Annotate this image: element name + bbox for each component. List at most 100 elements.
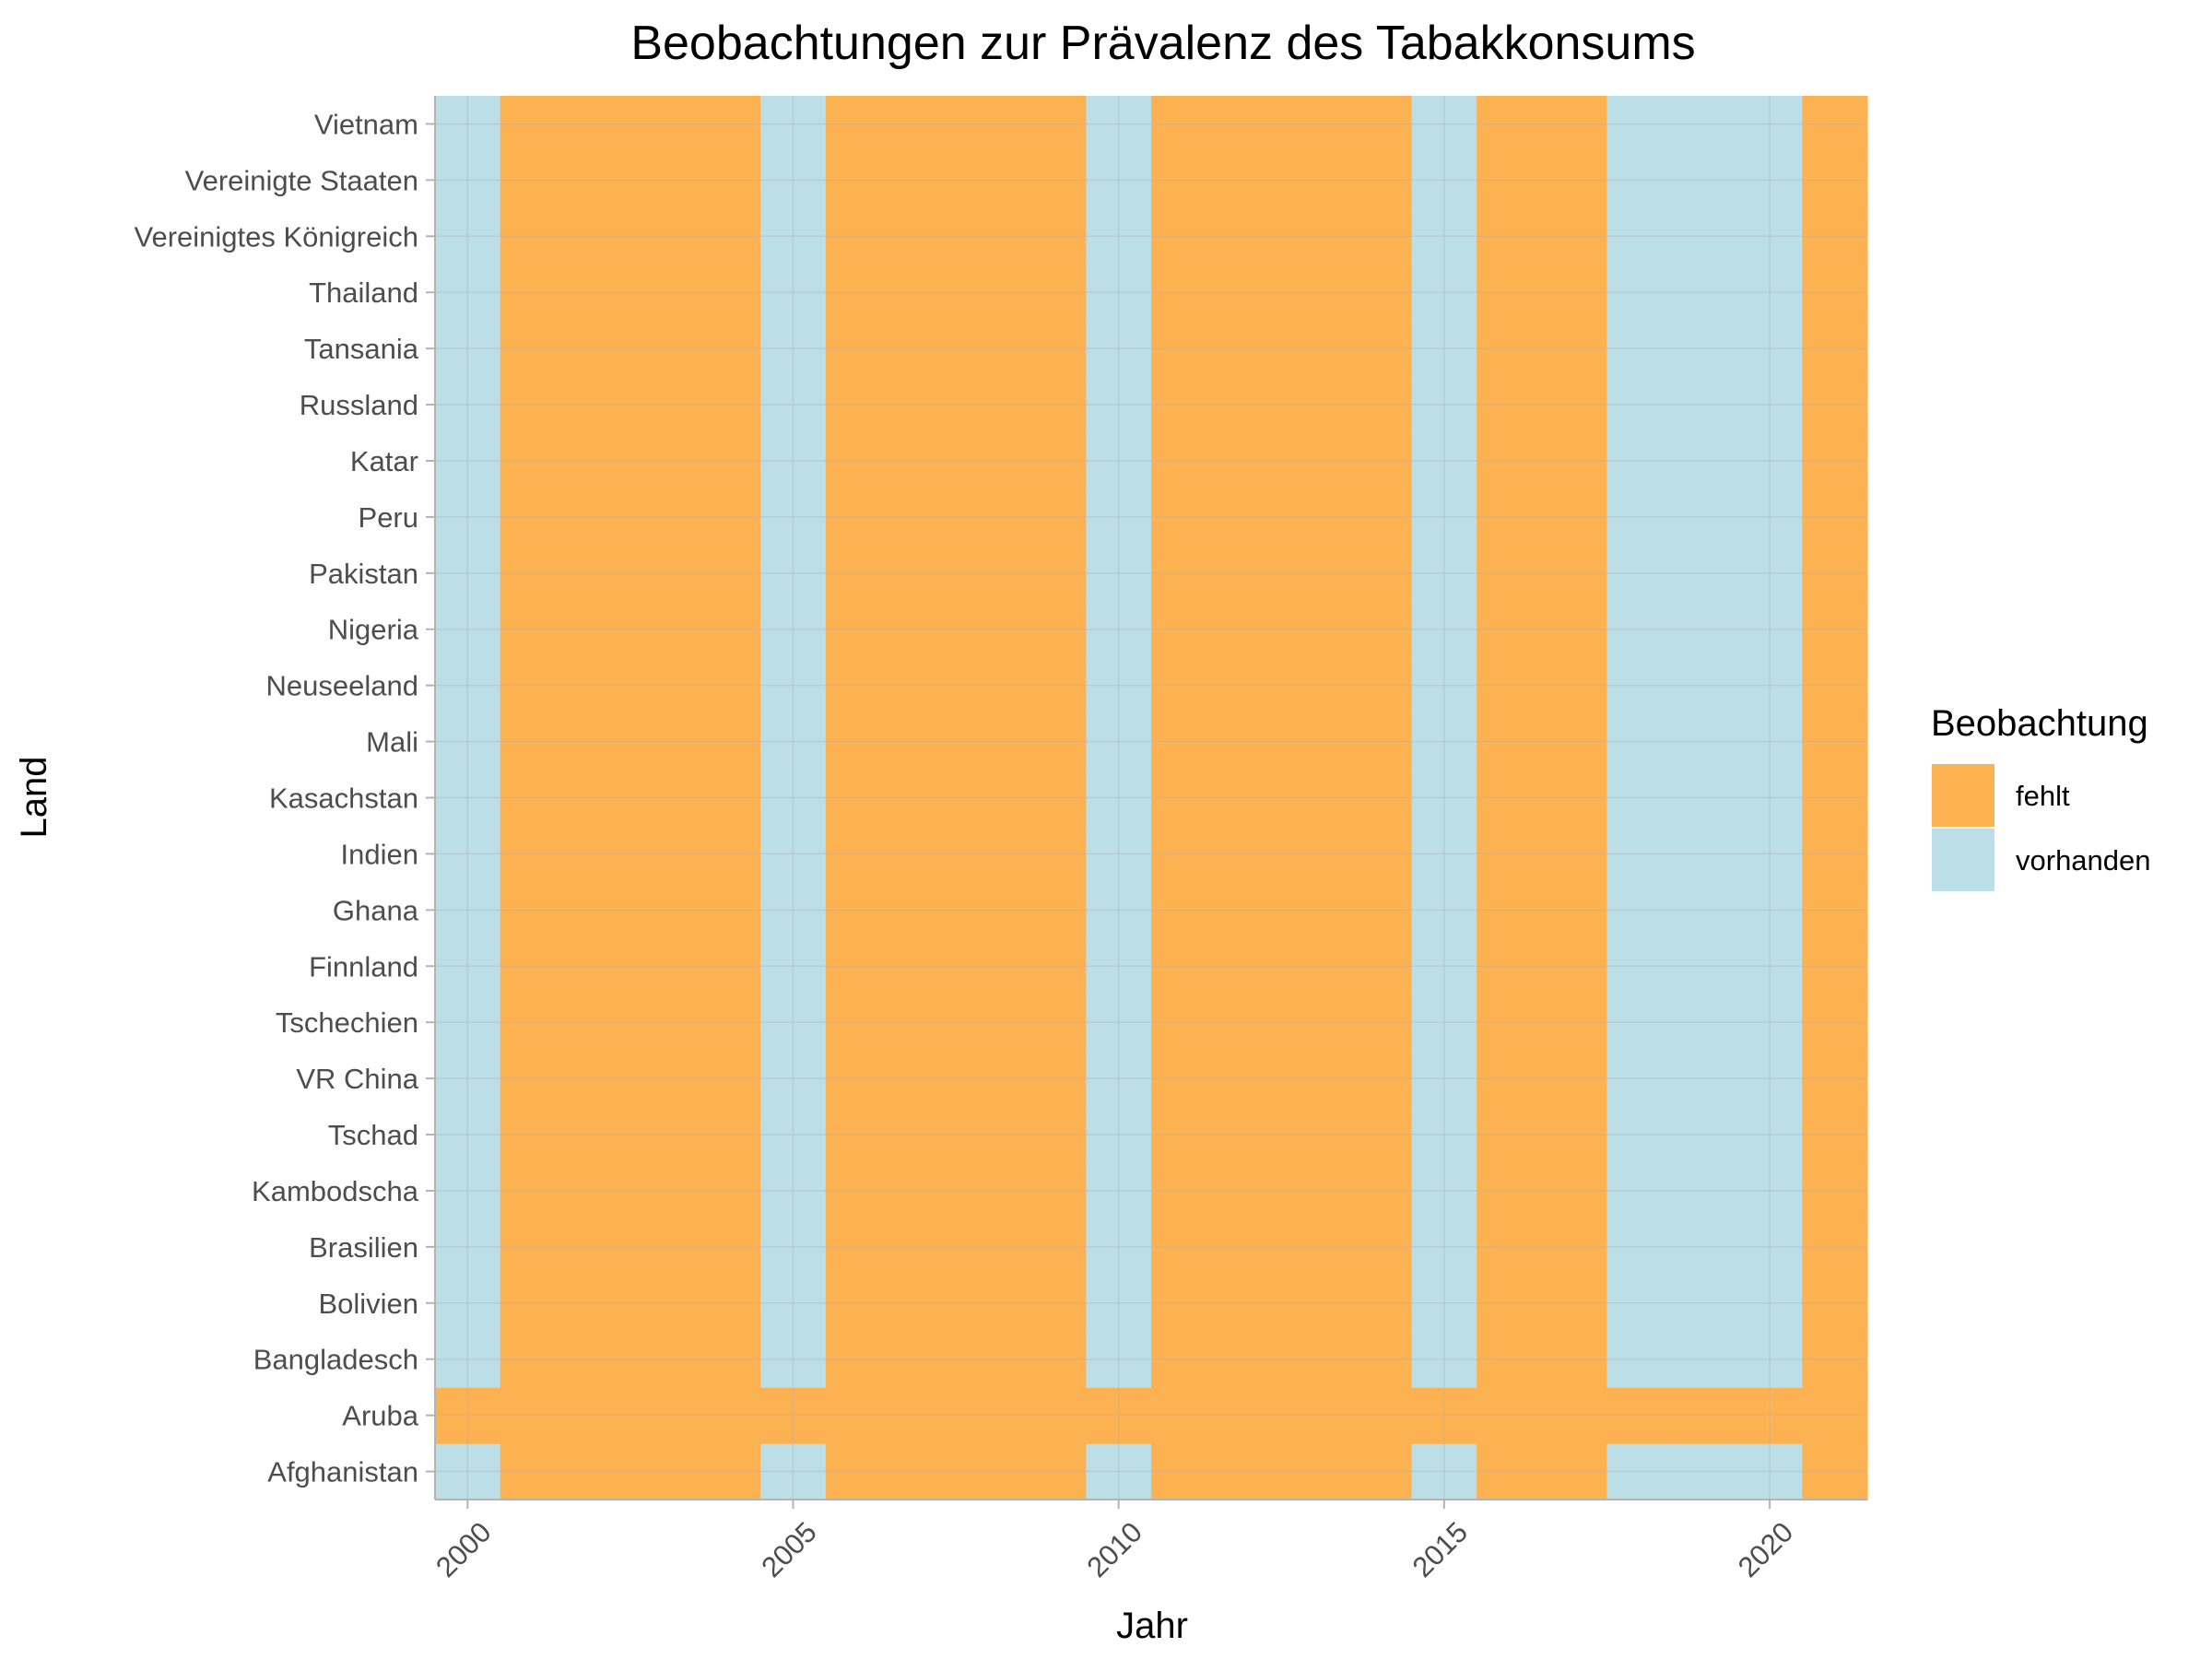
heatmap-cell — [1541, 994, 1608, 1052]
heatmap-cell — [1477, 881, 1543, 939]
y-tick-label: Tansania — [304, 333, 419, 365]
heatmap-cell — [1020, 1162, 1087, 1219]
heatmap-cell — [1411, 151, 1477, 209]
heatmap-cell — [1672, 601, 1738, 658]
heatmap-cell — [1411, 1387, 1477, 1444]
heatmap-cell — [825, 207, 892, 265]
y-axis-title: Land — [14, 757, 54, 839]
heatmap-cell — [1672, 881, 1738, 939]
heatmap-cell — [760, 937, 827, 995]
heatmap-cell — [500, 1050, 566, 1108]
heatmap-cell — [500, 151, 566, 209]
heatmap-cell — [565, 1331, 631, 1388]
heatmap-cell — [435, 937, 501, 995]
heatmap-cell — [760, 1162, 827, 1219]
heatmap-cell — [825, 1050, 892, 1108]
x-tick-label: 2015 — [1406, 1516, 1475, 1584]
heatmap-cell — [565, 1443, 631, 1500]
heatmap-cell — [1346, 545, 1413, 602]
heatmap-cell — [825, 264, 892, 322]
y-axis-ticks: Afghanistan Aruba Bangladesch Bolivien Brasi… — [135, 108, 435, 1488]
heatmap-cell — [1411, 432, 1477, 490]
heatmap-cell — [825, 825, 892, 883]
heatmap-cell — [825, 1387, 892, 1444]
heatmap-cell — [825, 1331, 892, 1388]
heatmap-cell — [1736, 96, 1803, 153]
heatmap-cell — [1281, 96, 1347, 153]
heatmap-cell — [1151, 264, 1218, 322]
heatmap-cell — [1541, 657, 1608, 714]
heatmap-cell — [1541, 320, 1608, 378]
heatmap-cell — [1802, 825, 1868, 883]
heatmap-cell — [890, 488, 957, 546]
heatmap-cell — [1606, 601, 1673, 658]
heatmap-cell — [956, 994, 1022, 1052]
heatmap-cell — [1802, 937, 1868, 995]
heatmap-cell — [1281, 376, 1347, 434]
heatmap-cell — [1736, 1387, 1803, 1444]
heatmap-cell — [1672, 264, 1738, 322]
heatmap-cell — [1151, 1106, 1218, 1164]
heatmap-cell — [1802, 1443, 1868, 1500]
heatmap-cell — [1672, 937, 1738, 995]
heatmap-cell — [890, 432, 957, 490]
heatmap-cell — [500, 770, 566, 827]
heatmap-cell — [500, 1162, 566, 1219]
heatmap-cell — [956, 601, 1022, 658]
heatmap-cell — [1346, 96, 1413, 153]
heatmap-cell — [1736, 151, 1803, 209]
heatmap-cell — [500, 1443, 566, 1500]
heatmap-cell — [1477, 1218, 1543, 1276]
chart-title: Beobachtungen zur Prävalenz des Tabakkon… — [630, 17, 1695, 70]
heatmap-cell — [1736, 320, 1803, 378]
heatmap-cell — [695, 151, 761, 209]
heatmap-cell — [1541, 1331, 1608, 1388]
x-tick-label: 2000 — [429, 1516, 498, 1584]
heatmap-cell — [956, 264, 1022, 322]
heatmap-cell — [956, 825, 1022, 883]
heatmap-cell — [1020, 1275, 1087, 1332]
heatmap-cell — [1477, 545, 1543, 602]
heatmap-cell — [1411, 1162, 1477, 1219]
y-tick-label: Vietnam — [314, 108, 418, 140]
heatmap-cell — [629, 432, 697, 490]
legend-label-vorhanden: vorhanden — [2016, 844, 2151, 877]
heatmap-cell — [629, 770, 697, 827]
heatmap-cell — [629, 937, 697, 995]
heatmap-cell — [1411, 994, 1477, 1052]
heatmap-cell — [1802, 881, 1868, 939]
heatmap-cell — [435, 207, 501, 265]
heatmap-cell — [1606, 1331, 1673, 1388]
heatmap-cell — [1541, 1218, 1608, 1276]
heatmap-cell — [1411, 657, 1477, 714]
heatmap-cell — [1606, 713, 1673, 771]
heatmap-cell — [1736, 264, 1803, 322]
heatmap-cell — [890, 601, 957, 658]
heatmap-cell — [1411, 825, 1477, 883]
y-tick-label: Aruba — [342, 1400, 418, 1432]
heatmap-cell — [565, 207, 631, 265]
y-tick-label: Bangladesch — [253, 1344, 418, 1376]
heatmap-cell — [1411, 937, 1477, 995]
heatmap-cell — [956, 770, 1022, 827]
heatmap-cell — [565, 488, 631, 546]
heatmap-cell — [695, 1387, 761, 1444]
heatmap-cell — [1606, 1275, 1673, 1332]
heatmap-cell — [1281, 713, 1347, 771]
heatmap-cell — [695, 96, 761, 153]
heatmap-cell — [1281, 207, 1347, 265]
heatmap-cell — [1541, 825, 1608, 883]
heatmap-cell — [1736, 376, 1803, 434]
heatmap-cell — [890, 1443, 957, 1500]
heatmap-cell — [890, 1106, 957, 1164]
heatmap-cell — [1411, 264, 1477, 322]
heatmap-cell — [1020, 770, 1087, 827]
heatmap-cell — [956, 432, 1022, 490]
heatmap-cell — [695, 825, 761, 883]
heatmap-cell — [1477, 994, 1543, 1052]
heatmap-cell — [1216, 657, 1282, 714]
heatmap-cell — [1151, 825, 1218, 883]
heatmap-cell — [1606, 264, 1673, 322]
heatmap-cell — [825, 1275, 892, 1332]
